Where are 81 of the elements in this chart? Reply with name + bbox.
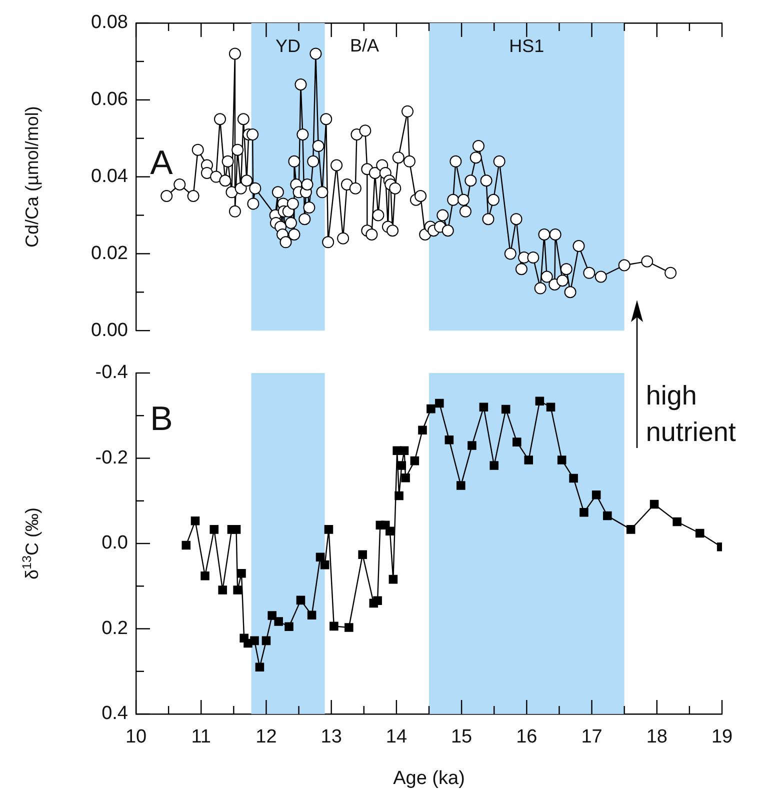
point bbox=[255, 662, 264, 672]
y-tick-label: 0.06 bbox=[91, 89, 128, 110]
y-tick-label: 0.04 bbox=[91, 166, 128, 188]
point bbox=[232, 525, 241, 534]
point bbox=[307, 610, 316, 620]
point bbox=[546, 402, 556, 412]
annotation: A bbox=[150, 144, 174, 182]
point bbox=[512, 438, 522, 446]
point bbox=[490, 461, 498, 470]
point bbox=[410, 456, 420, 466]
band-label: YD bbox=[276, 36, 301, 56]
point bbox=[386, 526, 394, 536]
point bbox=[468, 441, 476, 450]
point bbox=[444, 436, 454, 444]
x-tick-label: 16 bbox=[516, 726, 538, 748]
point bbox=[535, 396, 544, 406]
point bbox=[400, 446, 409, 455]
y-tick-label: 0.2 bbox=[102, 618, 128, 639]
annotation: high nutrient bbox=[646, 380, 736, 447]
y-tick-label: 0.00 bbox=[91, 320, 128, 341]
point bbox=[456, 481, 466, 490]
x-tick-label: 10 bbox=[125, 726, 147, 748]
point bbox=[373, 596, 382, 606]
x-axis-title: Age (ka) bbox=[393, 768, 465, 789]
y-tick-label: -0.2 bbox=[95, 447, 128, 468]
point bbox=[262, 636, 271, 646]
point bbox=[435, 398, 444, 408]
x-tick-label: 13 bbox=[320, 726, 342, 748]
point bbox=[344, 623, 354, 632]
point bbox=[268, 611, 276, 620]
point bbox=[320, 560, 330, 570]
point bbox=[210, 525, 219, 534]
point bbox=[394, 491, 404, 500]
point bbox=[426, 404, 436, 414]
point bbox=[569, 474, 578, 483]
point bbox=[316, 552, 325, 562]
y-tick-label: 0.4 bbox=[102, 703, 128, 724]
x-tick-label: 12 bbox=[256, 726, 277, 748]
point bbox=[358, 550, 367, 559]
point bbox=[274, 617, 283, 626]
x-tick-label: 11 bbox=[191, 726, 211, 748]
point bbox=[296, 596, 306, 605]
x-tick-label: 19 bbox=[711, 726, 733, 748]
x-tick-label: 14 bbox=[386, 726, 408, 748]
y-axis-title: δ13C (‰) bbox=[20, 507, 42, 580]
point bbox=[401, 473, 410, 482]
annotation: B/A bbox=[350, 36, 380, 56]
point bbox=[182, 540, 191, 550]
band-label: HS1 bbox=[509, 36, 544, 56]
x-tick-label: 15 bbox=[450, 726, 472, 748]
y-tick-label: 0.08 bbox=[91, 12, 128, 34]
y-tick-label: 0.0 bbox=[102, 532, 128, 554]
point bbox=[237, 568, 246, 578]
point bbox=[603, 511, 612, 520]
point bbox=[557, 456, 566, 464]
point bbox=[695, 528, 704, 538]
point bbox=[330, 622, 338, 631]
point bbox=[501, 404, 510, 414]
y-tick-label: 0.02 bbox=[91, 242, 128, 264]
point bbox=[250, 636, 259, 646]
point bbox=[626, 525, 636, 534]
point bbox=[479, 402, 488, 412]
y-axis-title: Cd/Ca (µmol/mol) bbox=[22, 106, 42, 248]
point bbox=[580, 508, 588, 517]
x-tick-label: 17 bbox=[581, 726, 602, 748]
x-tick-label: 18 bbox=[646, 726, 668, 748]
point bbox=[672, 517, 682, 526]
y-tick-label: -0.4 bbox=[95, 362, 128, 384]
point bbox=[200, 572, 210, 580]
point bbox=[388, 574, 398, 584]
point bbox=[190, 516, 200, 526]
point bbox=[397, 461, 406, 470]
point bbox=[650, 500, 659, 509]
point bbox=[218, 586, 227, 594]
point bbox=[418, 426, 427, 435]
point bbox=[524, 456, 534, 464]
point bbox=[284, 622, 294, 632]
annotation: B bbox=[150, 400, 173, 438]
point bbox=[324, 525, 334, 534]
point bbox=[233, 586, 242, 594]
point bbox=[592, 490, 601, 500]
